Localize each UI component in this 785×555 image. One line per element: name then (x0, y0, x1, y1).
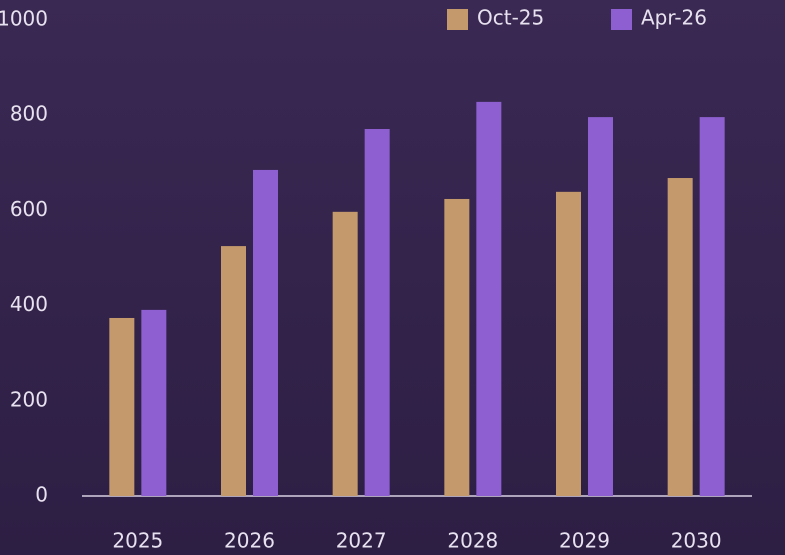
y-tick-label: 0 (35, 483, 48, 507)
bar (253, 169, 278, 496)
legend-label: Apr-26 (641, 6, 707, 30)
bar (364, 129, 390, 496)
legend-label: Oct-25 (477, 6, 544, 30)
bar (476, 101, 502, 496)
y-tick-label: 800 (10, 102, 48, 126)
y-tick-label: 400 (10, 292, 48, 316)
x-tick-label: 2027 (336, 529, 387, 553)
bar (444, 198, 470, 496)
x-tick-label: 2030 (671, 529, 722, 553)
bar (556, 191, 581, 496)
bar (109, 317, 135, 496)
bar (332, 211, 358, 496)
x-tick-label: 2025 (112, 529, 163, 553)
legend-swatch (611, 9, 632, 30)
bar (667, 178, 693, 497)
bar (699, 117, 725, 496)
bar (141, 309, 167, 496)
legend-swatch (447, 9, 468, 30)
y-tick-label: 600 (10, 197, 48, 221)
x-tick-label: 2026 (224, 529, 275, 553)
y-tick-label: 1000 (0, 7, 48, 31)
bar (221, 246, 246, 496)
y-tick-label: 200 (10, 387, 48, 411)
bar (588, 117, 613, 496)
x-tick-label: 2028 (447, 529, 498, 553)
x-tick-label: 2029 (559, 529, 610, 553)
